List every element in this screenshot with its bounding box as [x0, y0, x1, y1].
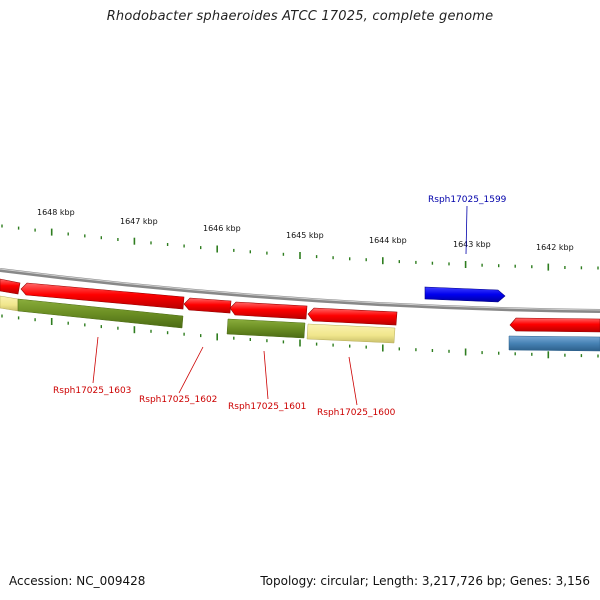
reverse-gene-arrow[interactable] [0, 278, 21, 295]
leader-line [348, 356, 358, 406]
outer-tick-row [1, 224, 599, 271]
gene-label[interactable]: Rsph17025_1602 [139, 395, 217, 405]
reverse-gene-arrow[interactable] [509, 317, 600, 333]
gene-label[interactable]: Rsph17025_1599 [428, 195, 507, 205]
scale-label: 1644 kbp [369, 236, 407, 245]
pale-feature-block[interactable] [0, 295, 19, 312]
olive-feature-block[interactable] [226, 318, 306, 339]
olive-feature-block[interactable] [17, 298, 184, 329]
forward-gene-arrow[interactable] [424, 286, 506, 303]
leader-line [92, 336, 99, 384]
pale-feature-block[interactable] [306, 323, 396, 344]
leader-line [178, 346, 204, 394]
leader-line [263, 350, 269, 400]
reverse-gene-arrow[interactable] [20, 282, 185, 310]
reverse-gene-arrow[interactable] [183, 297, 232, 314]
topology-summary: Topology: circular; Length: 3,217,726 bp… [260, 574, 590, 588]
map-title: Rhodobacter sphaeroides ATCC 17025, comp… [106, 9, 494, 24]
gene-label[interactable]: Rsph17025_1603 [53, 386, 131, 396]
scale-label: 1647 kbp [120, 217, 158, 226]
scale-label: 1642 kbp [536, 243, 574, 252]
inner-tick-row [1, 314, 599, 359]
gene-label[interactable]: Rsph17025_1601 [228, 402, 306, 412]
reverse-gene-arrow[interactable] [229, 301, 308, 320]
scale-label: 1646 kbp [203, 224, 241, 233]
steel-feature-block[interactable] [508, 335, 600, 352]
scale-label: 1648 kbp [37, 208, 75, 217]
genome-backbone-highlight [0, 268, 600, 311]
accession-text: Accession: NC_009428 [9, 574, 146, 588]
scale-labels: 1648 kbp 1647 kbp 1646 kbp 1645 kbp 1644… [37, 208, 574, 252]
leader-line [465, 205, 468, 255]
genome-backbone [0, 268, 600, 313]
gene-label[interactable]: Rsph17025_1600 [317, 408, 396, 418]
scale-label: 1645 kbp [286, 231, 324, 240]
reverse-gene-arrow[interactable] [307, 307, 398, 326]
scale-label: 1643 kbp [453, 240, 491, 249]
